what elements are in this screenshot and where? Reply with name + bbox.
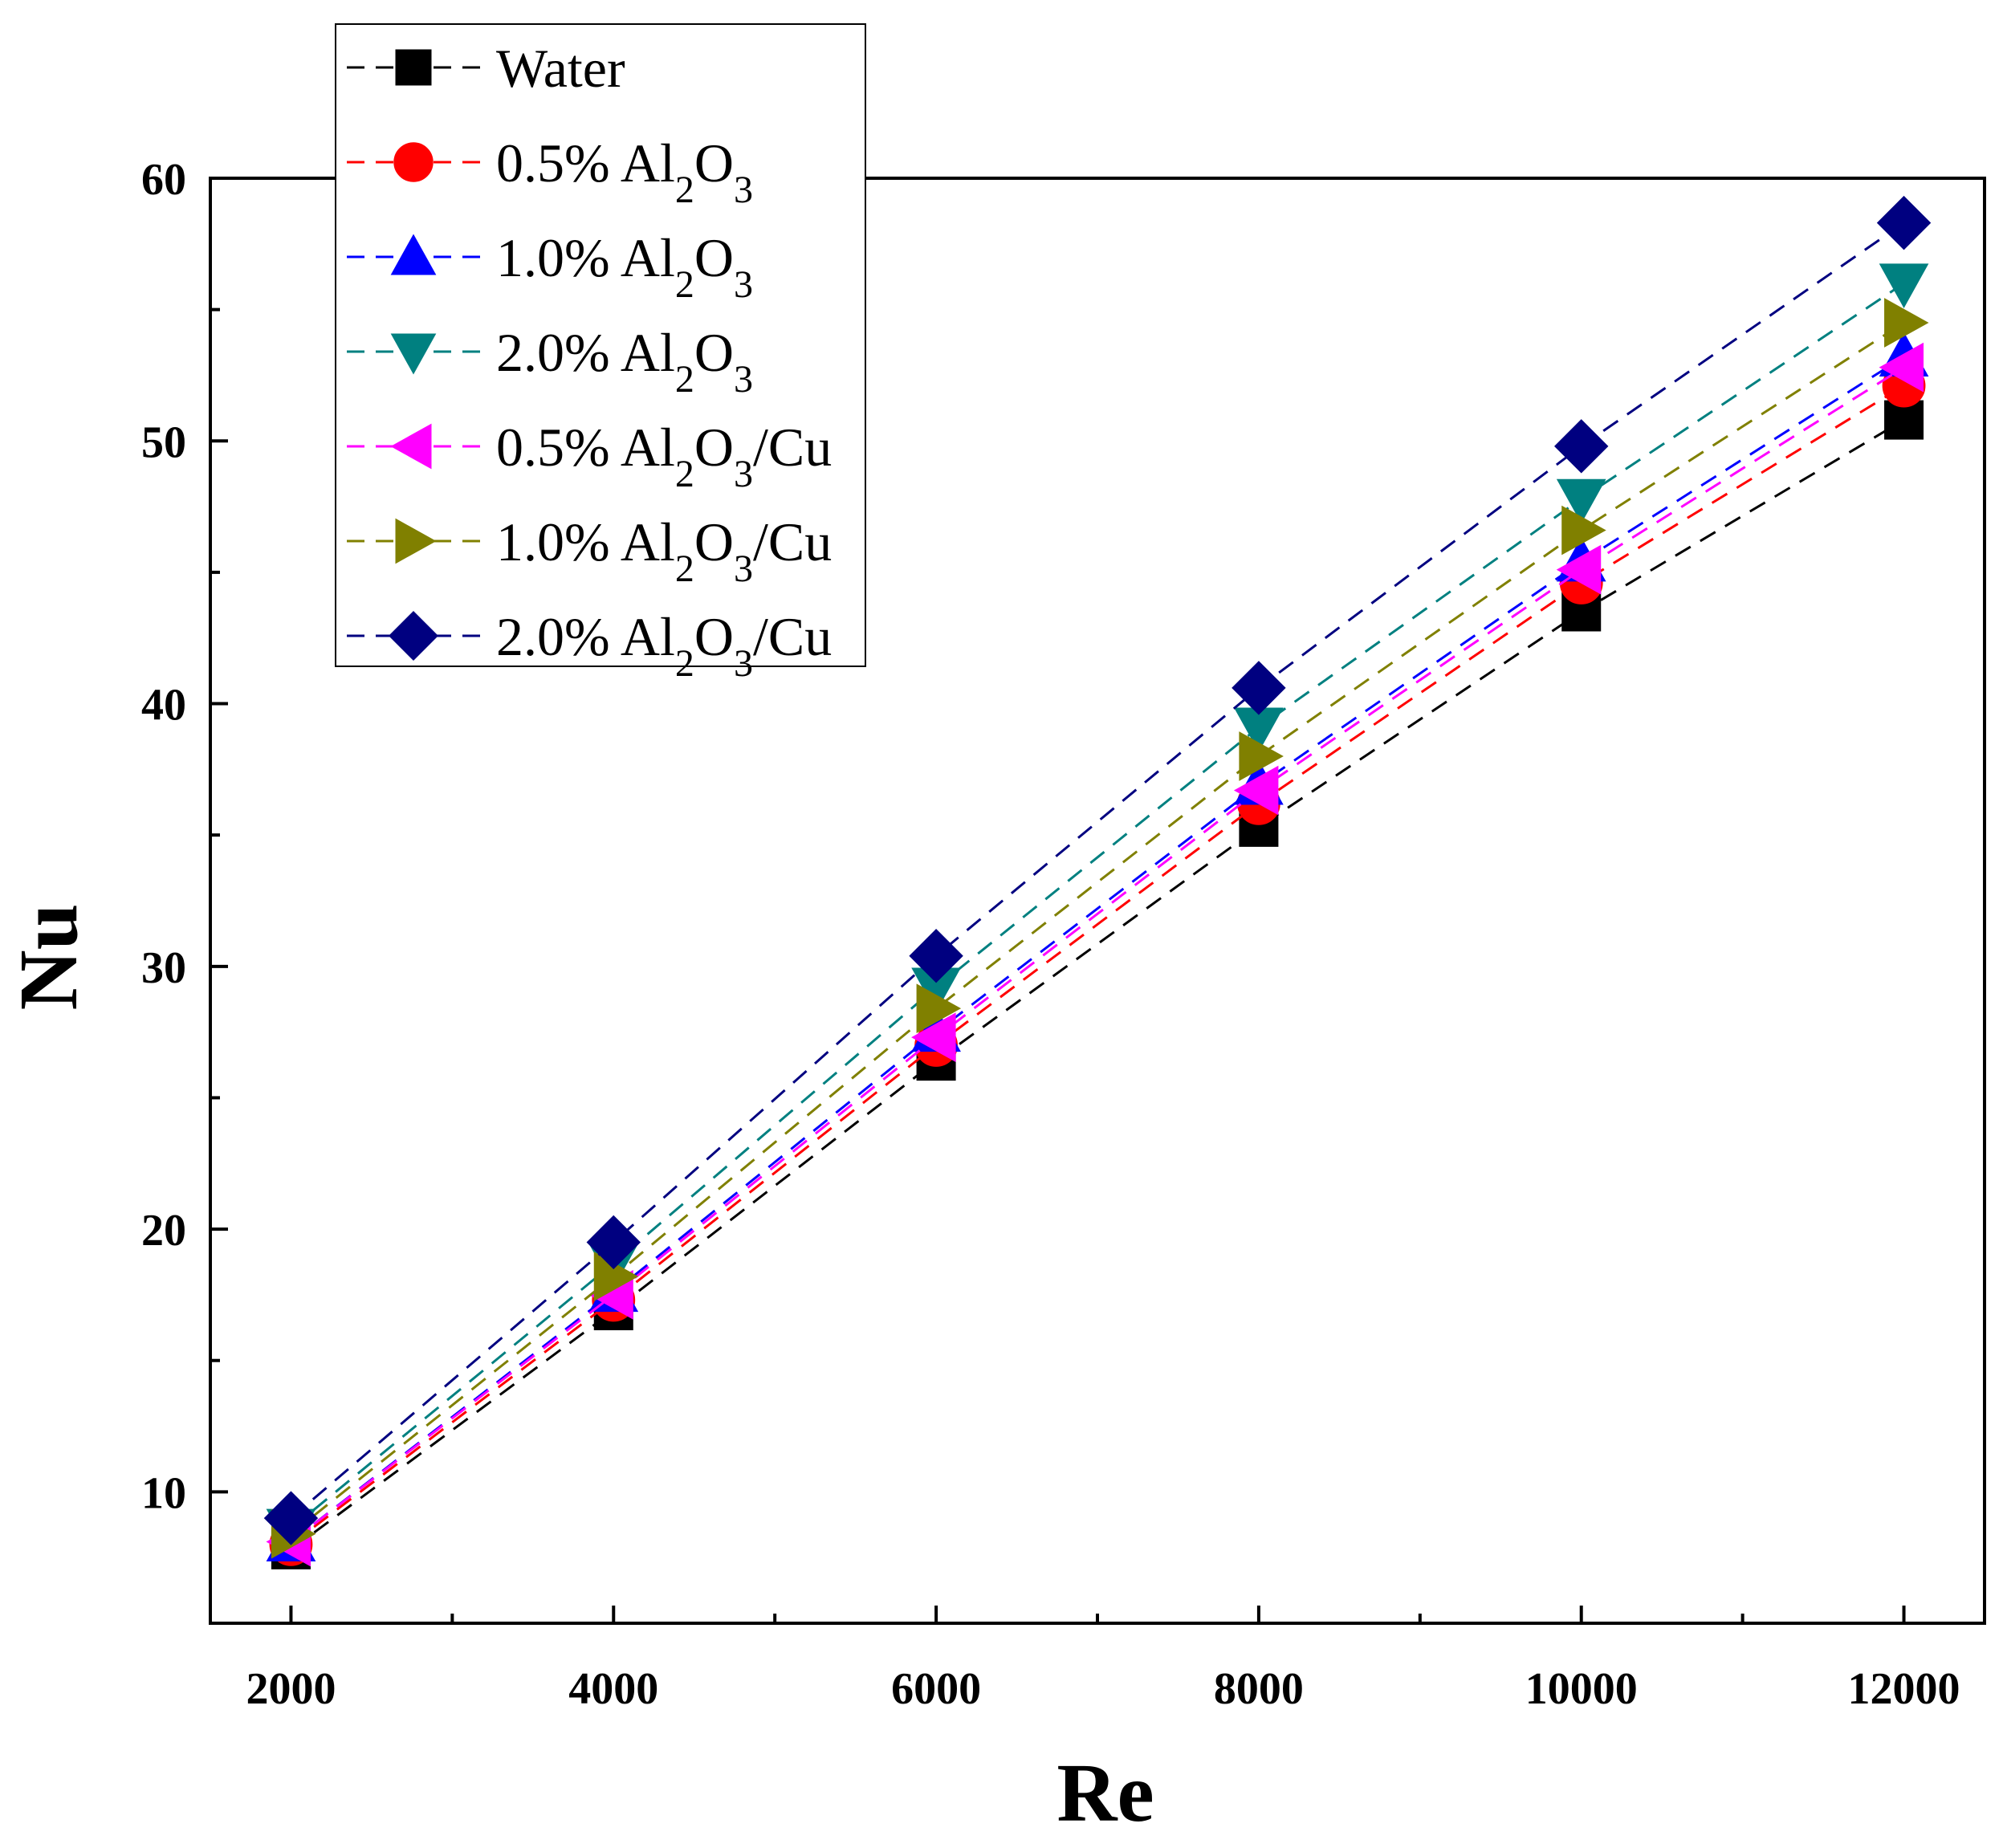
legend-label: Water	[496, 38, 625, 99]
x-tick-label: 12000	[1848, 1664, 1960, 1714]
legend-marker	[390, 423, 432, 470]
legend-item: 1.0% Al2O3/Cu	[347, 511, 832, 590]
y-tick-label: 60	[141, 155, 186, 205]
data-point	[1884, 298, 1929, 348]
x-tick-label: 10000	[1525, 1664, 1638, 1714]
legend-item: 0.5% Al2O3/Cu	[347, 417, 832, 495]
x-tick-label: 2000	[246, 1664, 336, 1714]
data-point	[1239, 731, 1284, 781]
data-point	[1561, 505, 1606, 556]
legend-label-part: O	[694, 511, 734, 572]
legend-label-part: 0.5% Al	[496, 132, 675, 193]
data-point	[1556, 478, 1606, 524]
data-point	[1879, 342, 1924, 393]
series-line	[290, 356, 1905, 1543]
series-line	[290, 385, 1905, 1546]
legend-label-part: 1.0% Al	[496, 511, 675, 572]
legend-marker	[395, 49, 432, 86]
legend-marker	[390, 333, 437, 375]
label-layer: 2000 4000 6000 8000 10000 12000 10 20 30 40 50 60	[141, 155, 1960, 1714]
legend-label-part: 0.5% Al	[496, 417, 675, 478]
legend-label: 2.0% Al2O3	[496, 322, 753, 401]
data-point	[263, 1491, 319, 1545]
legend-label-part: /Cu	[753, 417, 832, 478]
legend-label: 2.0% Al2O3/Cu	[496, 606, 832, 685]
y-tick-label: 40	[141, 681, 186, 731]
data-point	[1876, 195, 1932, 250]
series-line	[290, 222, 1905, 1520]
data-point	[1556, 544, 1602, 595]
legend-item: 1.0% Al2O3	[347, 227, 753, 306]
legend-item: 0.5% Al2O3	[347, 132, 753, 211]
data-point	[1232, 661, 1286, 715]
legend-label-part: O	[694, 132, 734, 193]
legend-label-part: O	[694, 227, 734, 288]
legend-label-part: O	[694, 606, 734, 667]
legend-label-part: 2	[675, 453, 694, 495]
legend-label-part: 2	[675, 358, 694, 401]
legend-item: Water	[347, 38, 625, 99]
data-point	[909, 929, 963, 983]
x-tick-label: 8000	[1214, 1664, 1304, 1714]
legend-label-part: 2.0% Al	[496, 606, 675, 667]
legend-label-part: 1.0% Al	[496, 227, 675, 288]
legend-marker	[390, 234, 437, 275]
legend-label-part: /Cu	[753, 606, 832, 667]
series-5	[271, 298, 1929, 1559]
data-point	[911, 1012, 956, 1063]
series-line	[290, 282, 1905, 1530]
y-tick-label: 30	[141, 943, 186, 993]
legend-label-part: 2	[675, 169, 694, 211]
legend-label-part: 3	[734, 263, 753, 306]
legend-item: 2.0% Al2O3/Cu	[347, 606, 832, 685]
legend-label-part: 3	[734, 547, 753, 590]
series-layer	[263, 195, 1932, 1569]
data-point	[1554, 419, 1609, 474]
legend-marker	[389, 611, 438, 661]
plot-frame	[209, 177, 1986, 1625]
legend-label-part: O	[694, 417, 734, 478]
legend-label-part: 3	[734, 169, 753, 211]
legend-marker	[393, 142, 434, 182]
series-6	[263, 195, 1932, 1545]
legend-label: 1.0% Al2O3/Cu	[496, 511, 832, 590]
x-axis-title: Re	[1056, 1747, 1154, 1839]
series-line	[290, 366, 1905, 1543]
legend-item: 2.0% Al2O3	[347, 322, 753, 401]
legend-label-part: 3	[734, 642, 753, 685]
legend-label: 0.5% Al2O3	[496, 132, 753, 211]
x-tick-label: 6000	[891, 1664, 981, 1714]
legend-label: 0.5% Al2O3/Cu	[496, 417, 832, 495]
x-tick-label: 4000	[568, 1664, 658, 1714]
y-tick-label: 50	[141, 417, 186, 467]
data-point	[1233, 765, 1279, 816]
legend-label-part: 3	[734, 358, 753, 401]
legend-label: 1.0% Al2O3	[496, 227, 753, 306]
legend-label-part: 2.0% Al	[496, 322, 675, 383]
legend-label-part: 2	[675, 547, 694, 590]
data-point	[916, 983, 962, 1034]
y-tick-label: 10	[141, 1468, 186, 1518]
legend-label-part: 2	[675, 263, 694, 306]
data-point	[1879, 263, 1929, 308]
legend-label-part: /Cu	[753, 511, 832, 572]
legend-label-part: 3	[734, 453, 753, 495]
data-point	[586, 1215, 641, 1270]
y-axis-title: Nu	[2, 904, 95, 1011]
legend-label-part: 2	[675, 642, 694, 685]
series-line	[290, 418, 1905, 1551]
legend-marker	[395, 518, 437, 564]
legend-label-part: O	[694, 322, 734, 383]
y-tick-label: 20	[141, 1206, 186, 1256]
